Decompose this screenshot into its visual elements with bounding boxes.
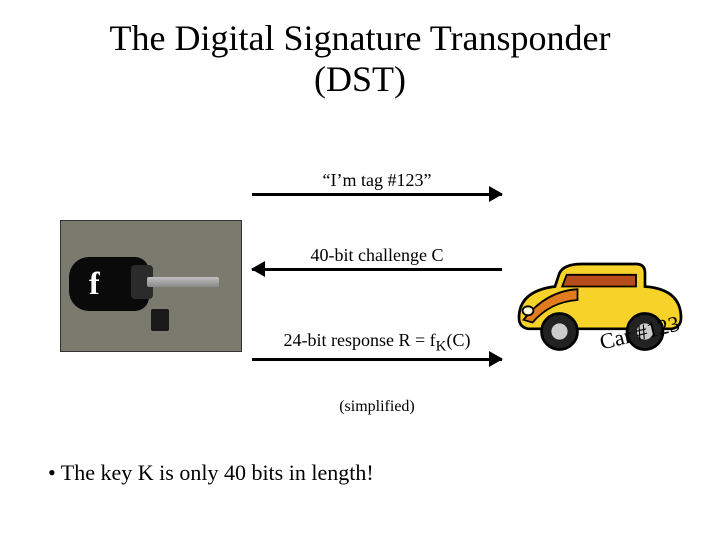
- transponder-chip: [151, 309, 169, 331]
- msg-challenge: 40-bit challenge C: [252, 245, 502, 271]
- msg-tag-announce: “I’m tag #123”: [252, 170, 502, 196]
- car-interior: [562, 275, 636, 287]
- simplified-note: (simplified): [252, 398, 502, 416]
- bullet-key-length: • The key K is only 40 bits in length!: [48, 460, 374, 486]
- arrow-right-icon: [252, 358, 502, 361]
- title-line-2: (DST): [314, 59, 406, 99]
- msg-tag-announce-text: “I’m tag #123”: [252, 170, 502, 191]
- slide: The Digital Signature Transponder (DST) …: [0, 0, 720, 540]
- msg-response-text: 24-bit response R = fK(C): [252, 330, 502, 356]
- title-line-1: The Digital Signature Transponder: [110, 18, 611, 58]
- arrow-left-icon: [252, 268, 502, 271]
- msg-response: 24-bit response R = fK(C): [252, 330, 502, 361]
- key-f-label: f: [89, 265, 100, 302]
- arrow-right-icon: [252, 193, 502, 196]
- slide-title: The Digital Signature Transponder (DST): [0, 18, 720, 101]
- key-fob-photo: f: [60, 220, 242, 352]
- car-rim-front: [551, 323, 567, 339]
- msg-challenge-text: 40-bit challenge C: [252, 245, 502, 266]
- car-headlight: [523, 306, 534, 315]
- key-blade: [147, 277, 219, 287]
